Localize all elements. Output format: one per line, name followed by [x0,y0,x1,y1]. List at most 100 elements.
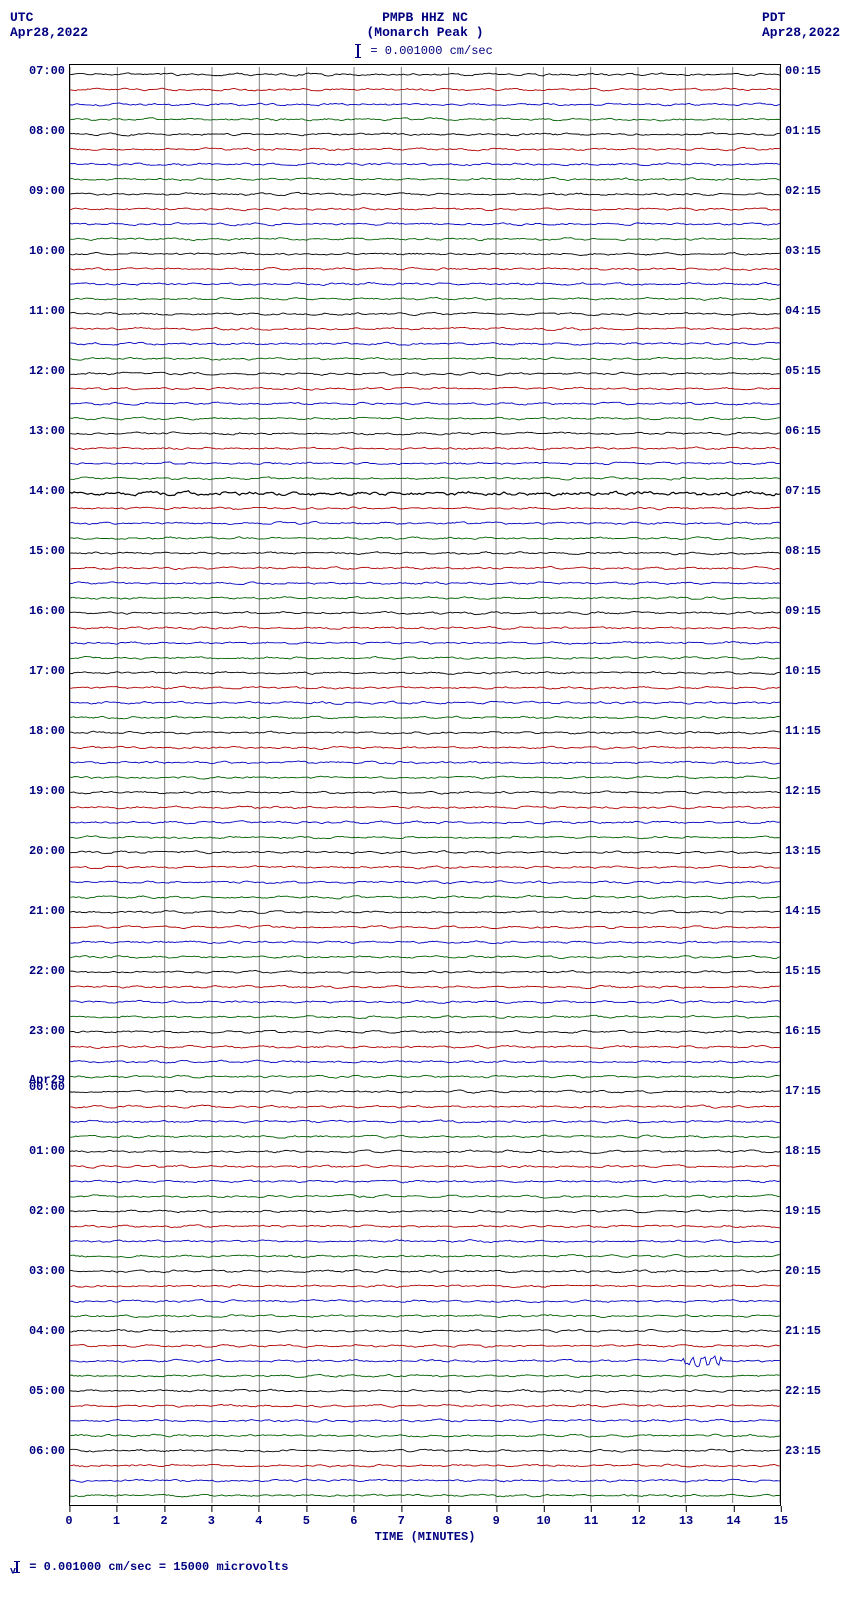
time-label: 13:15 [785,844,840,859]
time-label [10,469,65,484]
time-label [785,1339,840,1354]
time-label [10,514,65,529]
time-label: 14:15 [785,904,840,919]
time-label: 13:00 [10,424,65,439]
time-label [785,589,840,604]
time-label [10,1354,65,1369]
time-label: 01:15 [785,124,840,139]
time-label [785,154,840,169]
time-label: 05:00 [10,1384,65,1399]
time-label [10,1279,65,1294]
time-label [10,739,65,754]
time-label: 09:00 [10,184,65,199]
time-label [10,679,65,694]
footer-text: = 0.001000 cm/sec = 15000 microvolts [29,1560,288,1574]
time-label [10,634,65,649]
time-label: 16:15 [785,1024,840,1039]
time-label [10,1309,65,1324]
time-label [785,514,840,529]
time-label [10,169,65,184]
time-label [785,649,840,664]
time-label [10,229,65,244]
time-label [785,199,840,214]
x-tick: 15 [774,1514,788,1528]
time-label [785,1114,840,1129]
left-time-labels: 07:0008:0009:0010:0011:0012:0013:0014:00… [10,64,69,1506]
time-label [785,109,840,124]
time-label [10,1234,65,1249]
time-label [10,1489,65,1504]
time-label [10,259,65,274]
time-label [785,829,840,844]
time-label: 05:15 [785,364,840,379]
time-label [10,859,65,874]
time-label: 04:15 [785,304,840,319]
time-label [10,1189,65,1204]
time-label [10,1369,65,1384]
time-label: 02:15 [785,184,840,199]
time-label [10,274,65,289]
time-label [10,1294,65,1309]
time-label: 08:15 [785,544,840,559]
time-label [785,994,840,1009]
time-label: 18:00 [10,724,65,739]
time-label [785,1249,840,1264]
time-label [10,1474,65,1489]
pdt-date: Apr28,2022 [762,25,840,40]
time-label: 04:00 [10,1324,65,1339]
x-axis: TIME (MINUTES) 0123456789101112131415 [69,1506,781,1546]
time-label [785,1159,840,1174]
time-label [785,934,840,949]
time-label [10,979,65,994]
time-label: 02:00 [10,1204,65,1219]
time-label [10,199,65,214]
time-label [10,1249,65,1264]
header-right: PDT Apr28,2022 [762,10,840,40]
time-label [10,529,65,544]
time-label [10,1219,65,1234]
time-label [10,1414,65,1429]
right-time-labels: 00:1501:1502:1503:1504:1505:1506:1507:15… [781,64,840,1506]
time-label [785,634,840,649]
time-label [785,1474,840,1489]
time-label [10,754,65,769]
time-label [10,1054,65,1069]
time-label [10,499,65,514]
time-label [785,1234,840,1249]
time-label [785,754,840,769]
time-label: 19:00 [10,784,65,799]
time-label: 06:15 [785,424,840,439]
time-label [785,1069,840,1084]
x-tick: 0 [65,1514,72,1528]
x-tick: 5 [303,1514,310,1528]
time-label: 20:15 [785,1264,840,1279]
time-label [785,1189,840,1204]
time-label [785,1039,840,1054]
time-label [785,139,840,154]
time-label [10,649,65,664]
time-label [785,1414,840,1429]
x-tick: 4 [255,1514,262,1528]
time-label [10,94,65,109]
x-tick: 10 [536,1514,550,1528]
time-label [785,709,840,724]
time-label [10,349,65,364]
time-label [785,814,840,829]
time-label: 07:15 [785,484,840,499]
seismogram-plot [69,64,781,1506]
x-tick: 8 [445,1514,452,1528]
time-label [785,379,840,394]
time-label: 15:00 [10,544,65,559]
time-label [785,769,840,784]
time-label: 16:00 [10,604,65,619]
time-label [785,1219,840,1234]
time-label [10,1399,65,1414]
time-label [785,574,840,589]
time-label: 06:00 [10,1444,65,1459]
time-label: 21:00 [10,904,65,919]
x-tick: 7 [398,1514,405,1528]
x-tick: 12 [631,1514,645,1528]
time-label: 00:15 [785,64,840,79]
time-label [785,214,840,229]
time-label [785,1354,840,1369]
